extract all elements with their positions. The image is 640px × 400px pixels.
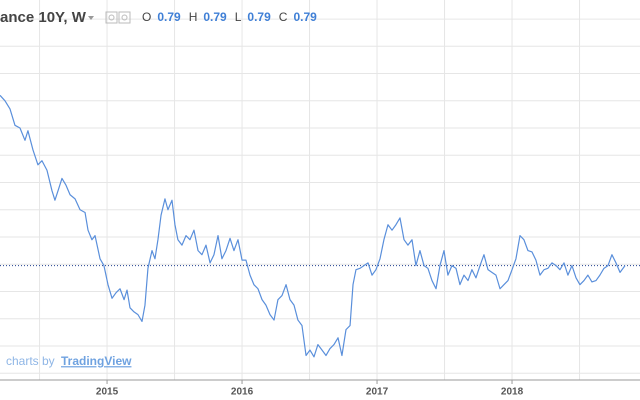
x-tick-label: 2016	[231, 387, 254, 398]
ohlc-label: H	[189, 10, 198, 24]
settings-icon[interactable]	[118, 11, 131, 24]
x-tick-label: 2018	[501, 387, 524, 398]
price-line	[0, 94, 626, 358]
ohlc-value: 0.79	[203, 10, 227, 24]
watermark: charts by TradingView	[6, 354, 132, 368]
ohlc-values: O 0.79 H 0.79 L 0.79 C 0.79	[142, 10, 317, 24]
chart-title: ance 10Y, W	[0, 9, 87, 26]
ohlc-label: O	[142, 10, 151, 24]
ohlc-label: L	[235, 10, 242, 24]
watermark-brand[interactable]: TradingView	[61, 354, 132, 368]
settings-icon-dot	[121, 14, 128, 21]
x-tick-label: 2017	[366, 387, 389, 398]
visibility-icon-dot	[108, 14, 115, 21]
dropdown-caret[interactable]	[88, 16, 94, 20]
ohlc-value: 0.79	[247, 10, 271, 24]
visibility-icon[interactable]	[105, 11, 118, 24]
grid	[0, 0, 640, 380]
x-tick-label: 2015	[96, 387, 119, 398]
x-axis-labels: 2015 2016 2017 2018	[96, 380, 524, 398]
legend-header: ance 10Y, W	[0, 9, 131, 26]
ohlc-label: C	[279, 10, 288, 24]
ohlc-value: 0.79	[293, 10, 317, 24]
plot	[0, 94, 640, 358]
ohlc-value: 0.79	[157, 10, 181, 24]
watermark-prefix: charts by	[6, 354, 55, 368]
